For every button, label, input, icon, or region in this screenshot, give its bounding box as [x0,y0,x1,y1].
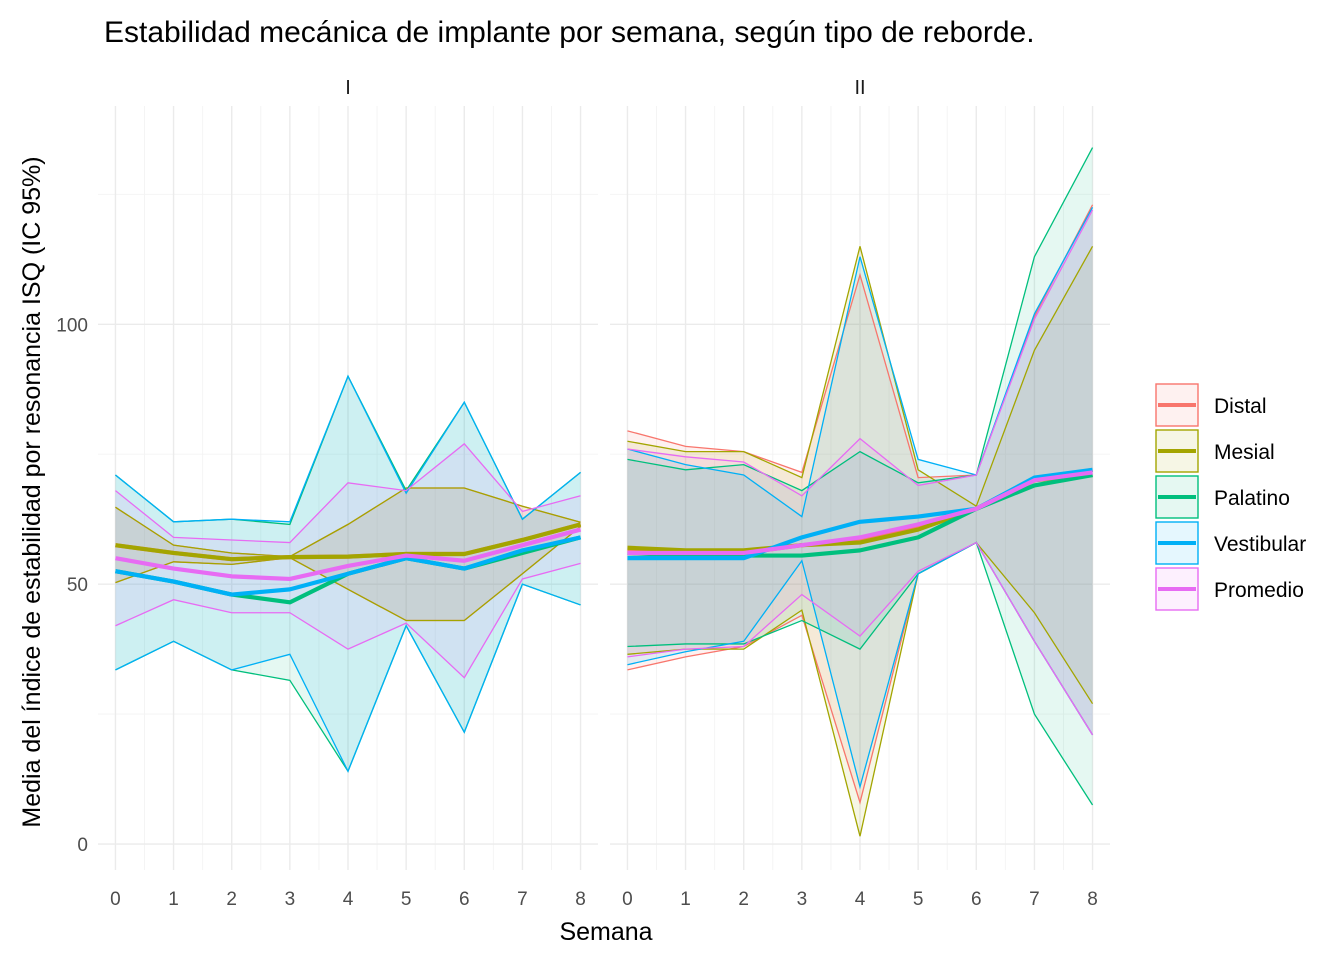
ci-lower-promedio [627,541,1094,736]
mean-line-mesial [115,522,582,562]
legend-label: Vestibular [1214,533,1306,556]
legend-label: Palatino [1214,487,1290,510]
x-tick-label: 2 [226,889,237,910]
legend-label: Distal [1214,395,1267,418]
ci-upper-promedio [115,442,581,544]
y-tick-label: 0 [77,835,88,856]
x-tick-label: 3 [797,889,808,910]
ci-upper-promedio [627,209,1094,497]
x-tick-label: 5 [913,889,924,910]
legend-item-promedio: Promedio [1155,567,1304,611]
legend-item-mesial: Mesial [1155,429,1275,473]
legend-label: Promedio [1214,579,1304,602]
ci-lower-vestibular [115,583,581,773]
ribbon-promedio [115,443,581,678]
legend: Distal Mesial Palatino Vestibular Promedio [1155,383,1306,611]
ci-lower-mesial [627,541,1094,837]
x-tick-label: 4 [855,889,866,910]
ribbon-distal [115,488,581,621]
ci-upper-mesial [115,487,581,558]
panel-label: II [854,77,865,99]
x-tick-label: 8 [575,889,586,910]
ci-lower-mesial [115,525,581,622]
legend-item-vestibular: Vestibular [1155,521,1306,565]
panel-II: II 0 1 2 3 4 5 6 7 8 [610,77,1110,910]
legend-label: Mesial [1214,441,1275,464]
x-tick-label: 1 [168,889,179,910]
legend-item-palatino: Palatino [1155,475,1290,519]
chart-title: Estabilidad mecánica de implante por sem… [104,16,1035,49]
ci-upper-vestibular [627,207,1094,518]
x-tick-label: 7 [517,889,528,910]
mean-line-promedio [627,470,1093,556]
x-axis-title: Semana [559,918,652,946]
panel-label: I [345,77,351,99]
y-axis-title: Media del índice de estabilidad por reso… [18,156,46,827]
x-tick-label: 7 [1029,889,1040,910]
x-tick-label: 8 [1087,889,1098,910]
x-tick-label: 0 [622,889,633,910]
x-tick-label: 5 [401,889,412,910]
y-tick-label: 100 [56,315,88,336]
ribbon-vestibular [627,207,1093,787]
y-tick-label: 50 [67,575,88,596]
mean-line-palatino [627,472,1093,558]
x-tick-label: 1 [680,889,691,910]
x-tick-label: 0 [110,889,121,910]
ci-lower-palatino [627,541,1094,806]
x-tick-label: 3 [285,889,296,910]
mean-line-promedio [115,527,582,582]
x-tick-label: 2 [738,889,749,910]
panel-I: I 0 1 2 3 4 5 6 7 8 0 50 100 [56,77,598,910]
ci-upper-vestibular [115,374,581,523]
ribbon-mesial [115,488,581,621]
ribbon-distal [627,204,1093,803]
x-tick-label: 6 [971,889,982,910]
ribbon-promedio [627,209,1093,735]
legend-item-distal: Distal [1155,383,1267,427]
x-tick-label: 4 [343,889,354,910]
ci-upper-mesial [627,246,1094,508]
ci-lower-promedio [115,562,581,679]
x-tick-label: 6 [459,889,470,910]
mean-line-vestibular [115,535,582,597]
